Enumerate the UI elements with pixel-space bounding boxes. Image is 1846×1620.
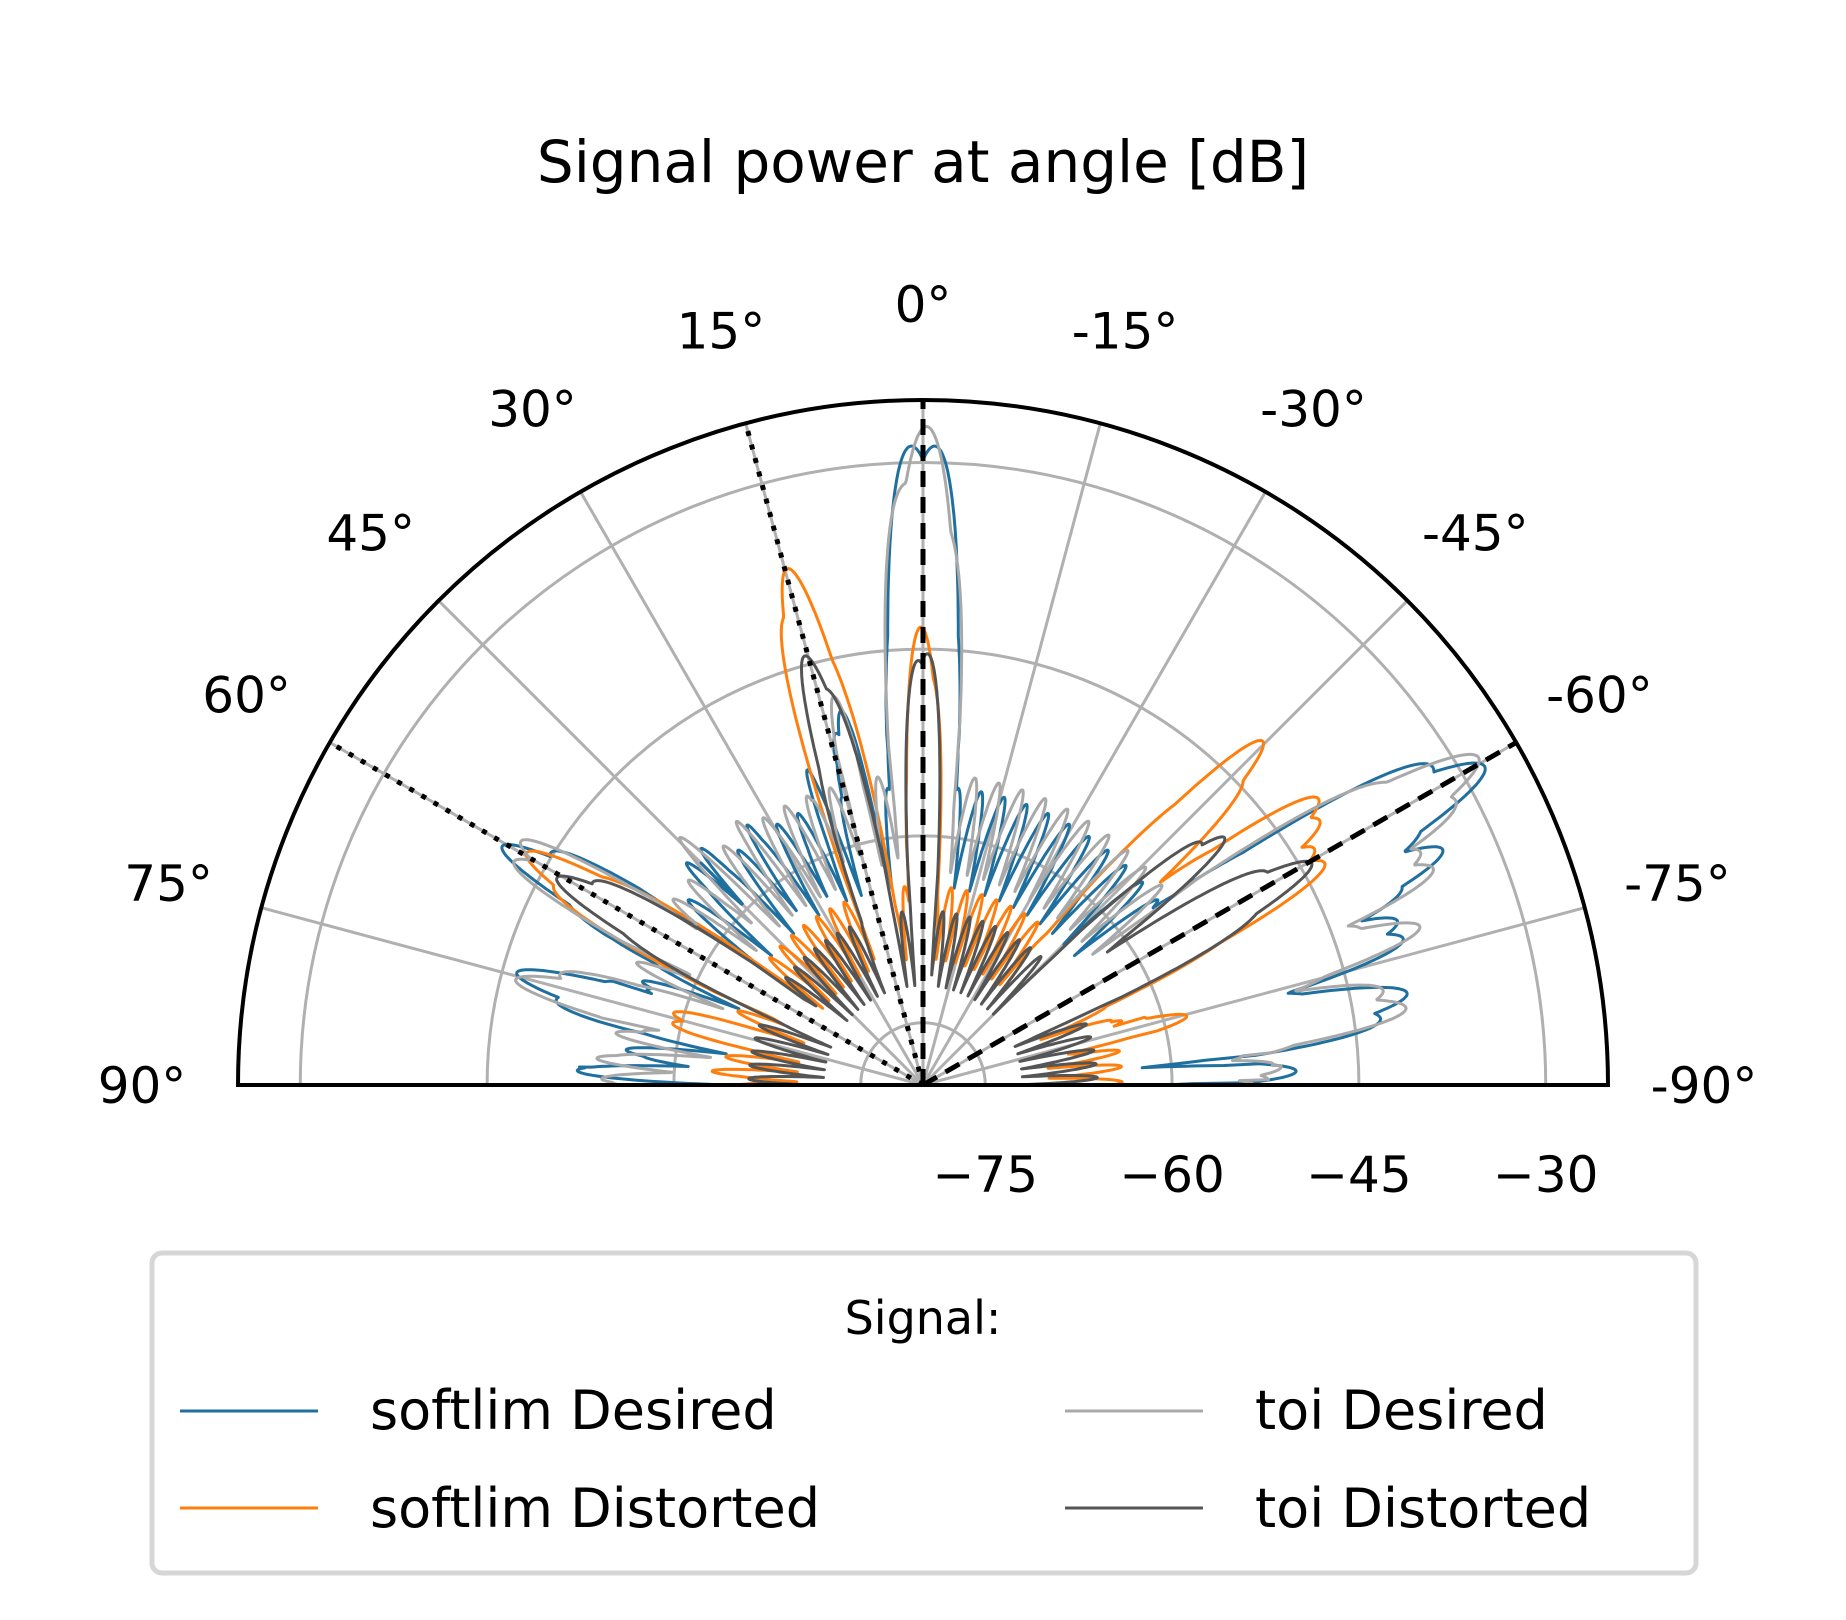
theta-gridline: [922, 906, 1586, 1087]
theta-gridline: [921, 422, 1102, 1086]
legend-label-softlim-distorted: softlim Distorted: [370, 1477, 820, 1540]
polar-frame: [235, 398, 1611, 1087]
axes-frame: [235, 398, 1611, 1087]
theta-tick-label: -60°: [1546, 667, 1653, 725]
r-tick-label: −75: [933, 1146, 1039, 1204]
r-tick-label: −60: [1119, 1146, 1225, 1204]
theta-tick-label: 75°: [124, 855, 213, 913]
theta-tick-labels: 90° 75° 60° 45° 30° 15° 0° -15° -30° -45° -60° -75°…: [98, 276, 1758, 1115]
theta-gridline: [260, 906, 924, 1087]
direction-lines: [328, 400, 1518, 1088]
legend: Signal: softlim Desired toi Desired soft…: [149, 1250, 1699, 1576]
theta-tick-label: 60°: [202, 667, 291, 725]
theta-tick-label: -90°: [1651, 1057, 1758, 1115]
theta-tick-label: 0°: [895, 276, 952, 334]
legend-box: [149, 1250, 1699, 1576]
theta-tick-label: -30°: [1260, 381, 1367, 439]
legend-label-toi-desired: toi Desired: [1255, 1379, 1548, 1442]
theta-tick-label: -45°: [1422, 505, 1529, 563]
theta-tick-label: -15°: [1072, 303, 1179, 361]
r-tick-labels: −75 −60 −45 −30: [933, 1146, 1599, 1204]
theta-tick-label: 30°: [488, 381, 577, 439]
theta-tick-label: 15°: [677, 303, 766, 361]
r-tick-label: −30: [1493, 1146, 1599, 1204]
series-toi-distorted: [555, 652, 1314, 1087]
chart-title: Signal power at angle [dB]: [537, 128, 1309, 196]
theta-tick-label: 90°: [98, 1057, 187, 1115]
legend-label-softlim-desired: softlim Desired: [370, 1379, 777, 1442]
theta-tick-label: -75°: [1624, 855, 1731, 913]
legend-label-toi-distorted: toi Distorted: [1255, 1477, 1591, 1540]
theta-gridline: [579, 491, 925, 1086]
direction-line-dotted: [328, 740, 925, 1088]
r-tick-label: −45: [1306, 1146, 1412, 1204]
theta-tick-label: 45°: [326, 505, 415, 563]
series-softlim-distorted: [524, 567, 1327, 1087]
direction-line-dotted: [743, 422, 926, 1086]
theta-gridline: [921, 491, 1267, 1086]
direction-line-dashed: [921, 740, 1518, 1088]
legend-title: Signal:: [845, 1291, 1002, 1345]
